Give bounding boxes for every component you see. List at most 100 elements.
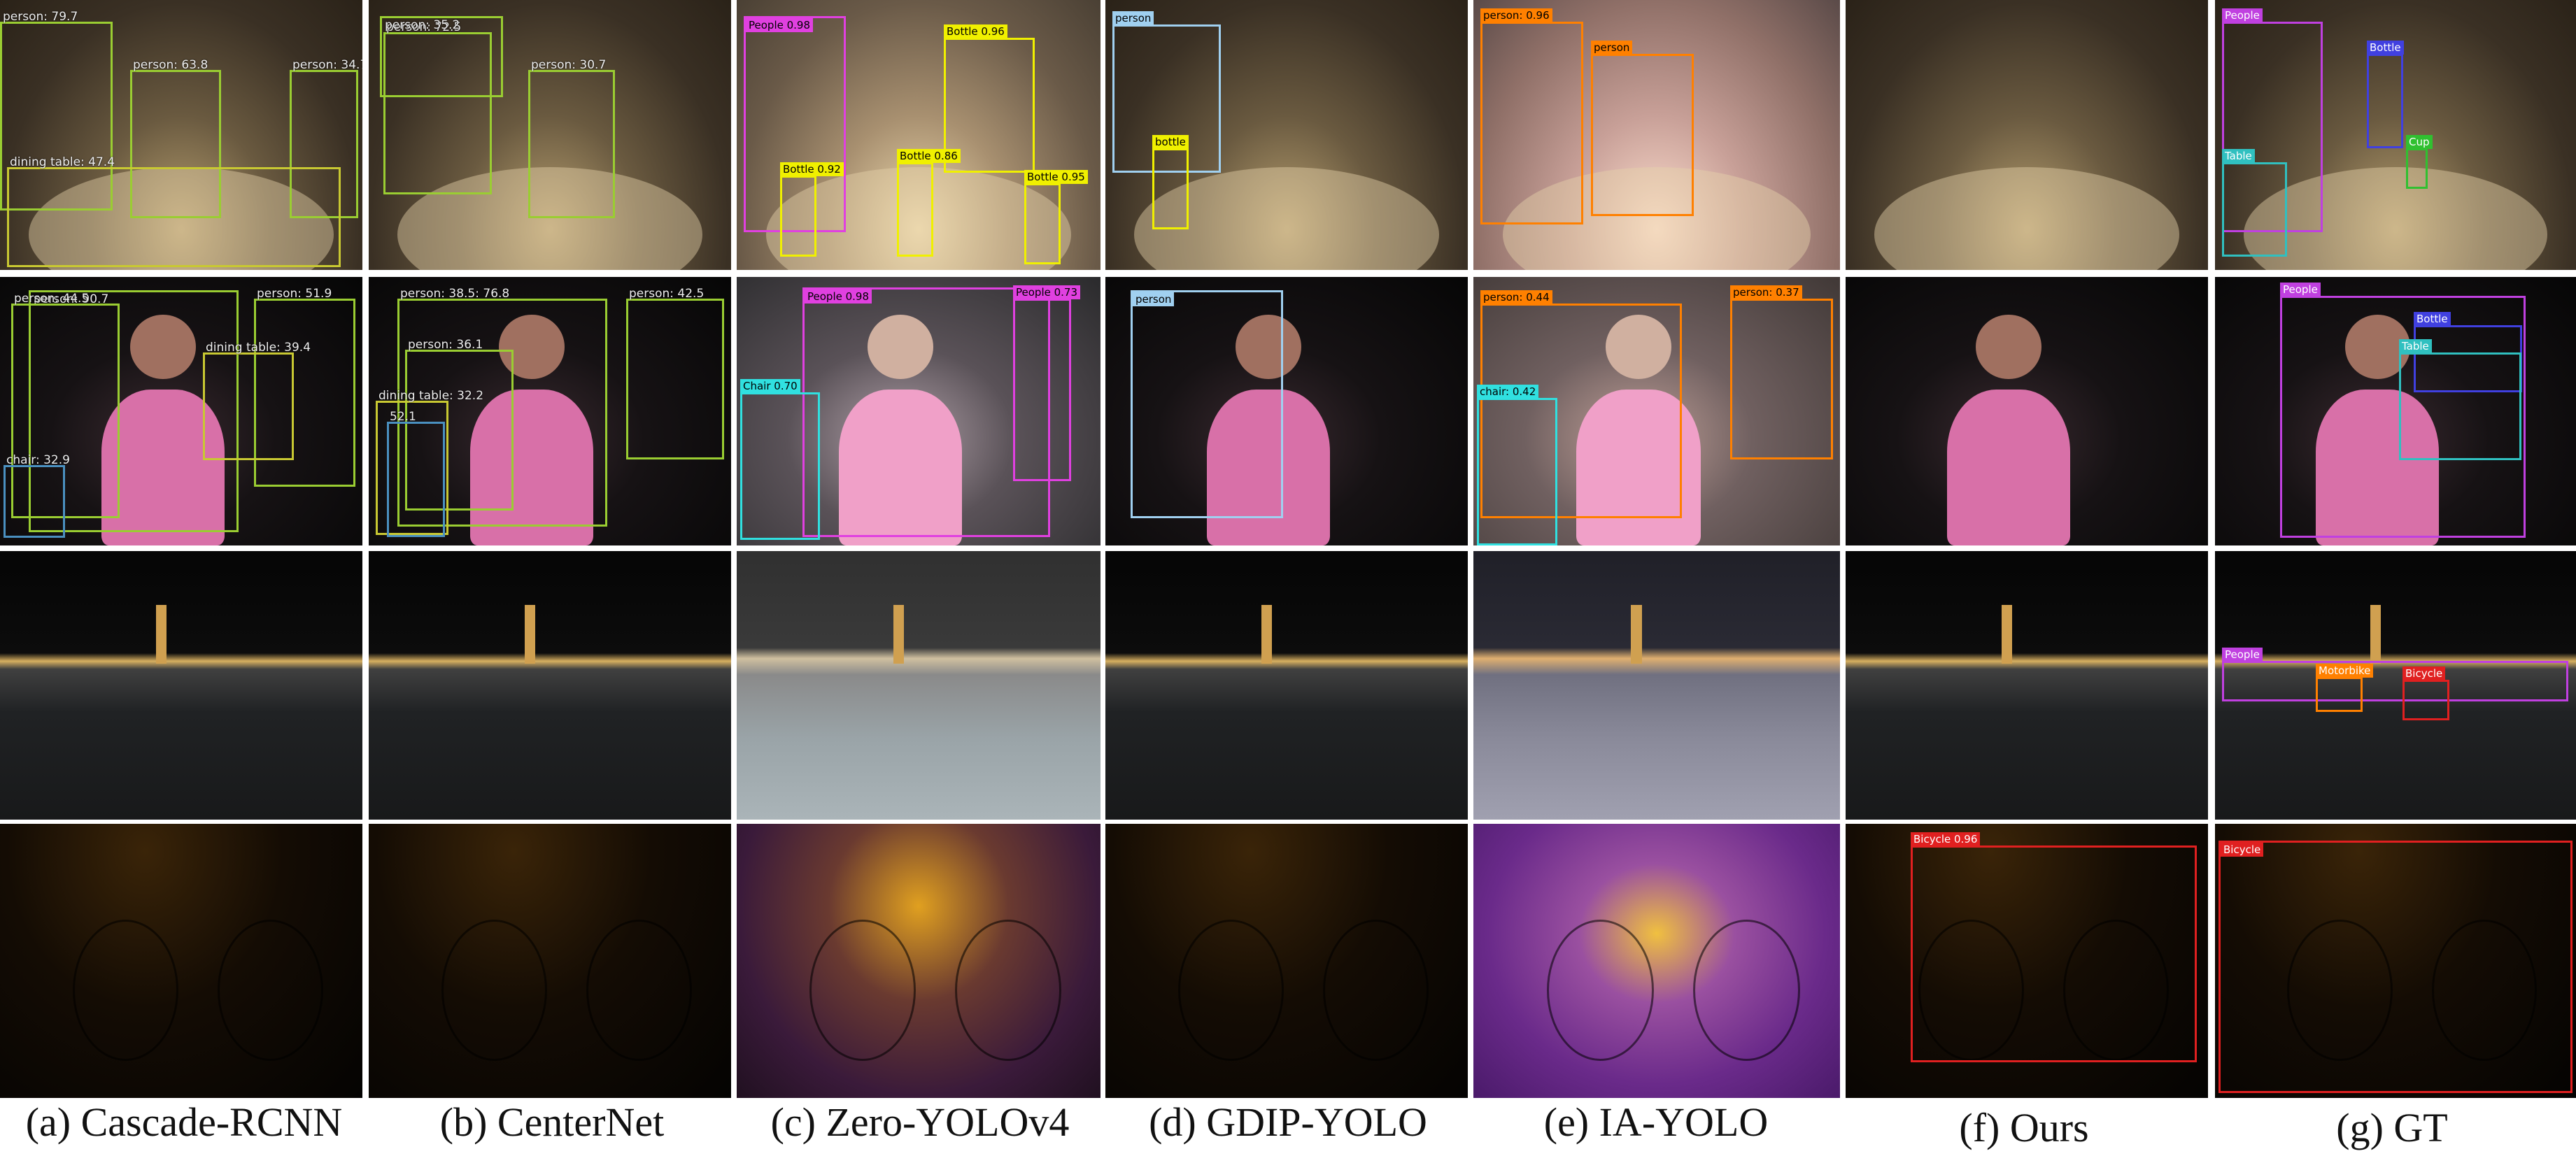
detection-label: People 0.98 xyxy=(805,290,872,304)
detection-label: People 0.98 xyxy=(746,18,814,32)
detection-box: bottle xyxy=(1152,135,1189,229)
detection-box: Bottle 0.96 xyxy=(944,24,1035,173)
detection-label: dining table: 47.4 xyxy=(10,155,115,169)
person-figure xyxy=(838,390,963,545)
bicycle-wheel xyxy=(586,920,692,1062)
detection-box: person: 51.9 xyxy=(254,287,355,487)
caption-ours: (f) Ours xyxy=(1959,1105,2089,1150)
panel-ia-party: person: 0.96 person xyxy=(1473,0,1840,270)
scene-image xyxy=(1846,0,2208,270)
panel-ours-square xyxy=(1846,551,2208,820)
detection-label: person: 34.7 xyxy=(292,58,362,72)
detection-box: People xyxy=(2280,283,2526,538)
bicycle-wheel xyxy=(1546,920,1654,1062)
detection-label: Table xyxy=(2222,149,2255,163)
detection-box: person: 0.44 xyxy=(1480,290,1682,518)
panel-cascade-square xyxy=(0,551,362,820)
detection-box: People 0.98 xyxy=(744,16,846,232)
detection-box: Table xyxy=(2399,339,2521,460)
detection-label: Bottle 0.92 xyxy=(780,162,844,176)
table xyxy=(1134,167,1439,270)
detection-box: person: 72.5 xyxy=(383,20,492,194)
detection-box: person: 0.37 xyxy=(1730,285,1833,459)
table xyxy=(1874,167,2179,270)
detection-label: chair: 0.42 xyxy=(1477,385,1539,399)
panel-ia-bicycle xyxy=(1473,824,1840,1098)
detection-box: person: 35.2 xyxy=(380,16,503,97)
panel-gdip-bicycle xyxy=(1105,824,1468,1098)
table xyxy=(2244,167,2547,270)
detection-label: Bicycle xyxy=(2402,666,2446,680)
caption-ia: (e) IA-YOLO xyxy=(1543,1099,1769,1145)
detection-label: person xyxy=(1591,41,1633,55)
detection-label: Chair 0.70 xyxy=(740,379,800,393)
table xyxy=(765,167,1072,270)
detection-label: person: 38.5: 76.8 xyxy=(400,287,510,301)
detection-label: People xyxy=(2280,283,2321,297)
detection-label: Table xyxy=(2399,339,2432,353)
tower xyxy=(155,604,167,664)
panel-ours-woman xyxy=(1846,277,2208,545)
detection-box: person xyxy=(1591,41,1694,216)
panel-gt-bicycle: Bicycle xyxy=(2215,824,2576,1098)
panel-ours-party xyxy=(1846,0,2208,270)
detection-box: Bicycle 0.96 xyxy=(1911,832,2197,1062)
detection-box: Table xyxy=(2222,149,2287,257)
panel-zero-party: People 0.98 Bottle 0.96 Bottle 0.95 Bottle … xyxy=(737,0,1101,270)
detection-box: person: 63.8 xyxy=(130,58,221,218)
scene-image xyxy=(369,551,731,820)
tower xyxy=(2001,604,2013,664)
panel-ia-woman: person: 0.44 person: 0.37 chair: 0.42 xyxy=(1473,277,1840,545)
detection-box: person xyxy=(1112,11,1221,173)
detection-label: person: 90.7 xyxy=(34,292,109,306)
detection-box: People xyxy=(2222,8,2323,232)
scene-image xyxy=(1473,551,1840,820)
detection-label: 52.1 xyxy=(390,410,416,424)
scene-image xyxy=(0,551,362,820)
caption-gt: (g) GT xyxy=(2336,1105,2448,1150)
bicycle-wheel xyxy=(2287,920,2393,1062)
detection-label: person: 36.1 xyxy=(408,338,483,352)
panel-ia-square xyxy=(1473,551,1840,820)
panel-gt-square: People Bicycle Motorbike xyxy=(2215,551,2576,820)
detection-box: Motorbike xyxy=(2316,664,2374,712)
scene-image xyxy=(369,0,731,270)
panel-gdip-square xyxy=(1105,551,1468,820)
detection-box: person: 36.1 xyxy=(405,338,514,511)
tower xyxy=(524,604,536,664)
detection-box: person: 30.7 xyxy=(528,58,615,218)
detection-box: person: 90.7 xyxy=(29,290,239,532)
caption-centernet: (b) CenterNet xyxy=(439,1099,665,1145)
bicycle-wheel xyxy=(2431,920,2538,1062)
tower xyxy=(2370,604,2382,664)
panel-zero-square xyxy=(737,551,1101,820)
detection-label: dining table: 39.4 xyxy=(206,341,311,355)
panel-gdip-party: person bottle xyxy=(1105,0,1468,270)
detection-box: person: 79.7 xyxy=(0,10,113,210)
detection-label: person: 63.8 xyxy=(133,58,208,72)
panel-centernet-square xyxy=(369,551,731,820)
detection-label: Cup xyxy=(2406,135,2433,149)
caption-cascade: (a) Cascade-RCNN xyxy=(25,1099,343,1145)
detection-label: bottle xyxy=(1152,135,1189,149)
detection-label: Bottle 0.86 xyxy=(897,149,961,163)
detection-box: dining table: 39.4 xyxy=(203,341,311,460)
panel-centernet-woman: person: 38.5: 76.8 person: 36.1 person: 42… xyxy=(369,277,731,545)
person-figure xyxy=(1207,390,1331,545)
detection-label: Bottle 0.95 xyxy=(1024,170,1088,184)
person-head xyxy=(868,314,933,379)
detection-label: person: 79.7 xyxy=(3,10,78,24)
scene-image xyxy=(737,0,1101,270)
detection-label: Bottle xyxy=(2414,312,2451,326)
person-head xyxy=(499,314,565,379)
detection-label: People xyxy=(2222,8,2263,22)
bicycle-wheel xyxy=(72,920,178,1062)
detection-label: Bicycle xyxy=(2221,843,2264,857)
person-figure xyxy=(2316,390,2439,545)
bicycle-wheel xyxy=(809,920,916,1062)
detection-box: person: 0.96 xyxy=(1480,8,1583,224)
panel-zero-bicycle xyxy=(737,824,1101,1098)
bicycle-wheel xyxy=(1693,920,1801,1062)
bicycle-wheel xyxy=(955,920,1061,1062)
tower xyxy=(1261,604,1273,664)
